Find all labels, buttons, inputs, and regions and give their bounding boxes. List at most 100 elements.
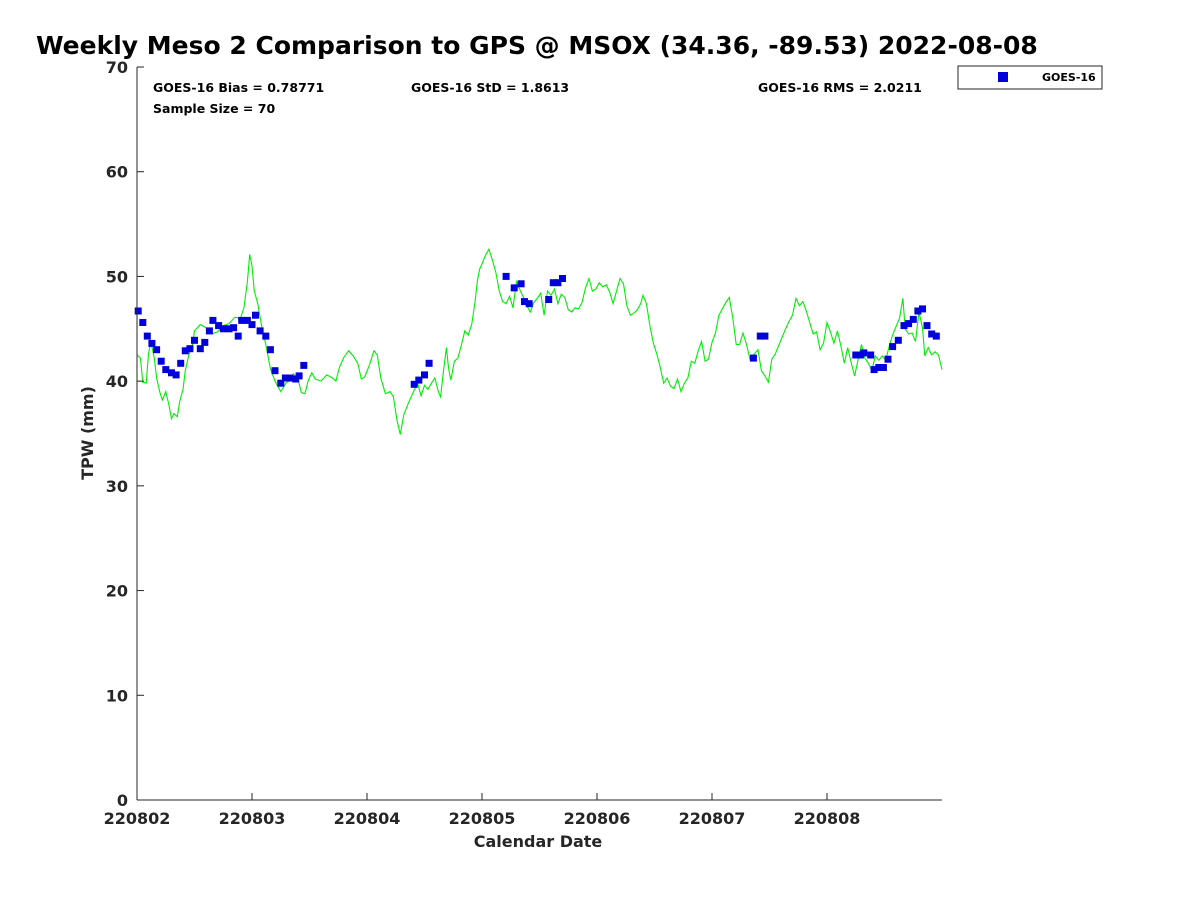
goes-16-point	[425, 359, 433, 367]
goes-16-point	[761, 332, 769, 340]
y-ticks: 0 10 20 30 40 50 60 70	[106, 58, 144, 810]
goes-16-point	[554, 279, 562, 287]
goes-16-point	[134, 307, 142, 315]
chart-title: Weekly Meso 2 Comparison to GPS @ MSOX (…	[36, 31, 1038, 60]
goes-16-point	[177, 359, 185, 367]
goes-16-point	[238, 316, 246, 324]
goes-16-point	[521, 298, 528, 306]
goes-16-point	[266, 346, 274, 354]
goes-16-point	[191, 336, 198, 344]
goes-16-point	[234, 332, 242, 340]
goes-16-point	[196, 345, 204, 353]
goes-16-point	[201, 338, 209, 346]
goes-16-point	[209, 316, 217, 324]
goes-16-point	[415, 376, 423, 384]
goes-16-point	[219, 325, 227, 333]
goes-16-point	[545, 296, 553, 303]
goes-16-point	[923, 322, 931, 330]
goes-16-point	[905, 320, 913, 328]
goes-16-point	[271, 367, 279, 375]
stat-sample-size: Sample Size = 70	[153, 101, 275, 116]
goes-16-point	[153, 346, 161, 354]
stats-group: GOES-16 Bias = 0.78771 GOES-16 StD = 1.8…	[153, 80, 922, 116]
goes-16-point	[860, 349, 868, 357]
goes-16-point	[230, 324, 238, 332]
goes-16-point	[243, 316, 251, 324]
x-tick-label: 220804	[334, 809, 401, 828]
legend-box	[957, 65, 1103, 90]
goes-16-point	[894, 336, 902, 344]
y-tick-label: 60	[106, 163, 128, 182]
axes	[136, 67, 942, 801]
goes-16-point	[909, 315, 917, 323]
goes-16-point	[875, 364, 883, 371]
x-tick-label: 220808	[794, 809, 861, 828]
goes-16-point	[168, 369, 175, 377]
goes-16-point	[932, 332, 940, 340]
y-tick-label: 50	[106, 267, 128, 286]
goes-16-point	[277, 379, 285, 387]
stat-bias: GOES-16 Bias = 0.78771	[153, 80, 324, 95]
goes-16-point	[281, 374, 289, 382]
goes-16-point	[162, 366, 170, 374]
goes-16-point	[421, 371, 428, 379]
goes-16-point	[157, 357, 165, 365]
legend-label-goes-16: GOES-16	[1042, 71, 1096, 84]
goes-16-point	[295, 372, 303, 380]
x-tick-label: 220802	[104, 809, 171, 828]
goes-16-point	[256, 327, 264, 335]
goes-16-point	[262, 332, 270, 340]
goes-16-point	[510, 284, 518, 292]
goes-16-point	[148, 339, 156, 347]
goes-16-point	[525, 300, 533, 308]
gps-line-layer	[136, 247, 943, 435]
goes-16-point	[870, 366, 878, 374]
y-tick-label: 0	[117, 791, 128, 810]
goes-16-point	[215, 322, 223, 330]
goes-16-point	[749, 354, 757, 362]
y-axis-label: TPW (mm)	[78, 386, 97, 480]
goes-16-point	[286, 374, 294, 382]
y-tick-label: 30	[106, 477, 128, 496]
goes-16-point	[186, 345, 194, 353]
x-tick-label: 220807	[679, 809, 746, 828]
goes-16-point	[559, 275, 566, 282]
goes-16-point	[225, 325, 233, 333]
y-tick-label: 40	[106, 372, 128, 391]
y-tick-label: 10	[106, 686, 128, 705]
goes-16-point	[248, 321, 256, 329]
stat-rms: GOES-16 RMS = 2.0211	[758, 80, 922, 95]
x-tick-label: 220805	[449, 809, 516, 828]
y-tick-label: 70	[106, 58, 128, 77]
goes-16-point	[139, 319, 147, 326]
goes-16-point	[410, 380, 418, 388]
goes-16-point	[919, 305, 926, 313]
goes-16-point	[300, 361, 308, 369]
goes-16-point	[914, 307, 922, 315]
y-tick-label: 20	[106, 582, 128, 601]
goes-16-point	[867, 351, 875, 359]
legend-marker	[998, 72, 1008, 82]
goes-16-point	[928, 330, 936, 338]
goes-16-point	[143, 332, 151, 340]
goes-16-point	[852, 351, 860, 359]
goes-16-point	[900, 322, 908, 330]
goes-16-point	[252, 311, 259, 319]
x-ticks: 220802 220803 220804 220805 220806 220807 2208…	[104, 793, 861, 828]
legend: GOES-16	[957, 65, 1103, 90]
goes-point-layer	[134, 272, 940, 388]
goes-16-point	[172, 371, 180, 379]
goes-16-point	[756, 332, 764, 340]
gps-series-line	[136, 247, 943, 435]
stat-std: GOES-16 StD = 1.8613	[411, 80, 569, 95]
goes-16-point	[549, 279, 557, 287]
x-tick-label: 220803	[219, 809, 286, 828]
goes-16-point	[502, 272, 510, 280]
goes-16-point	[884, 355, 892, 363]
goes-16-point	[205, 327, 213, 335]
x-axis-label: Calendar Date	[474, 832, 603, 851]
goes-16-point	[181, 347, 189, 355]
x-tick-label: 220806	[564, 809, 631, 828]
goes-16-point	[879, 364, 887, 371]
